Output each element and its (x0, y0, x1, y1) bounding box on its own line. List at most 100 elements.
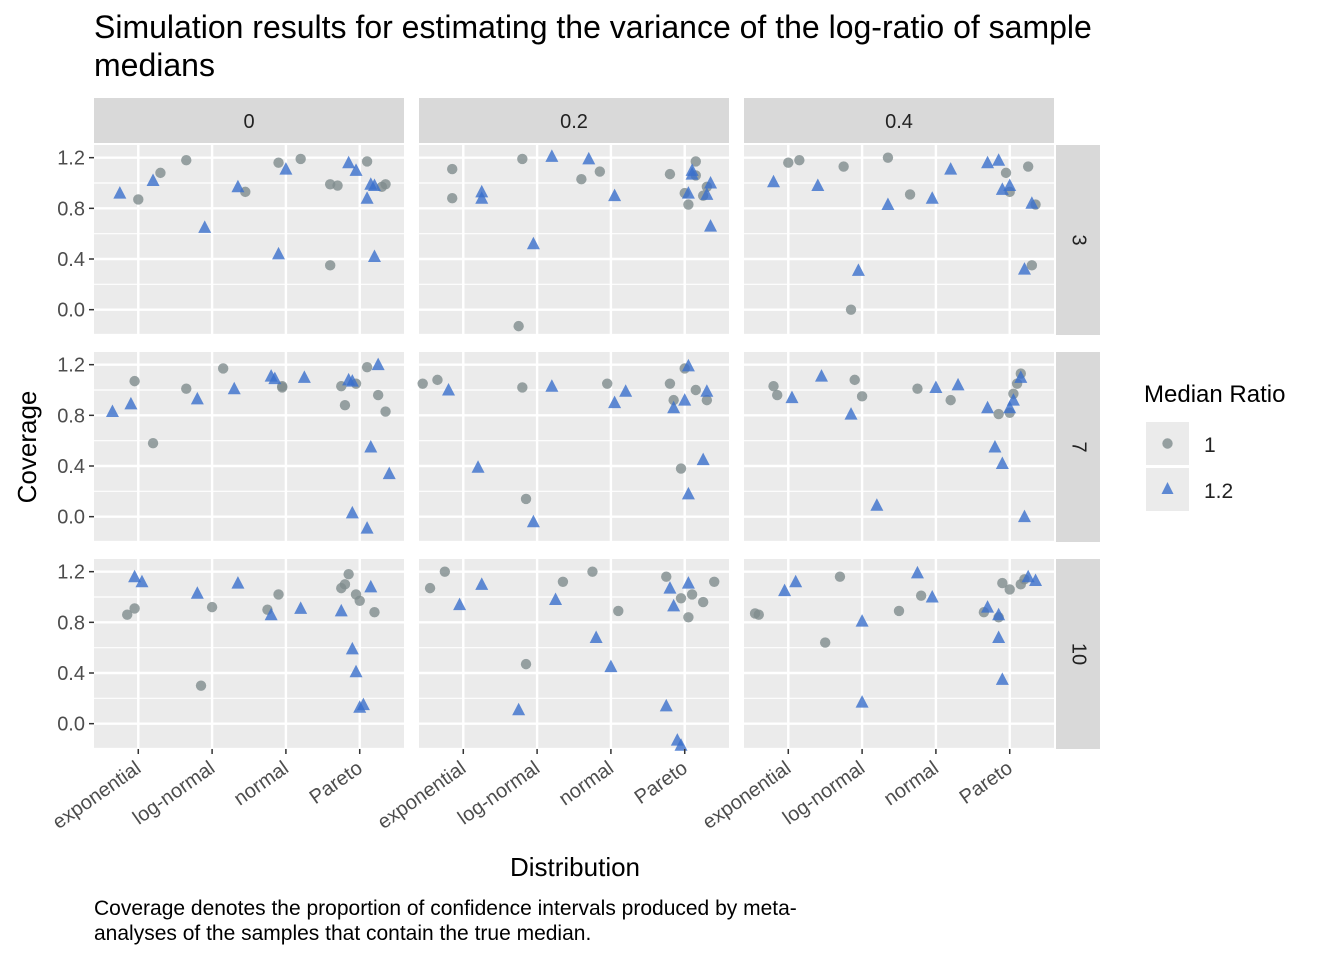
point-ratio-1.2 (526, 514, 540, 528)
point-ratio-1 (686, 589, 698, 600)
point-ratio-1.2 (268, 371, 282, 385)
point-ratio-1.2 (992, 630, 1006, 644)
row-strip (1056, 145, 1100, 335)
point-ratio-1.2 (382, 466, 396, 480)
y-tick-label: 1.2 (57, 148, 85, 170)
facet-panel (744, 352, 1054, 543)
legend-label-2: 1.2 (1204, 480, 1233, 503)
point-ratio-1 (594, 166, 606, 177)
point-ratio-1 (277, 382, 288, 393)
point-ratio-1 (181, 383, 192, 394)
row-strip-label: 10 (1068, 643, 1090, 665)
point-ratio-1 (217, 363, 229, 374)
y-tick-label: 0.4 (57, 249, 85, 271)
panel-background (419, 145, 729, 335)
point-ratio-1.2 (113, 186, 127, 199)
point-ratio-1 (147, 438, 159, 449)
point-ratio-1.2 (678, 393, 692, 406)
y-tick-label: 0.0 (57, 507, 85, 529)
point-ratio-1.2 (981, 400, 995, 414)
x-tick-label: exponential (49, 757, 145, 834)
point-ratio-1 (181, 155, 192, 166)
point-ratio-1.2 (471, 460, 485, 473)
point-ratio-1 (602, 378, 613, 389)
point-ratio-1 (417, 378, 428, 389)
y-tick-label: 1.2 (57, 355, 85, 377)
point-ratio-1.2 (944, 162, 958, 175)
point-ratio-1.2 (700, 187, 714, 200)
point-ratio-1 (945, 394, 956, 406)
point-ratio-1 (675, 593, 687, 604)
col-strip-label: 0 (243, 111, 254, 133)
point-ratio-1.2 (364, 579, 378, 593)
point-ratio-1.2 (910, 565, 924, 579)
point-ratio-1.2 (925, 191, 939, 204)
point-ratio-1 (1000, 167, 1012, 179)
point-ratio-1.2 (604, 659, 618, 673)
panel-background (744, 352, 1054, 542)
point-ratio-1 (133, 194, 144, 205)
x-tick-label: normal (880, 757, 943, 810)
point-ratio-1 (576, 174, 587, 185)
point-ratio-1.2 (124, 396, 138, 410)
legend: Median Ratio 1 1.2 (1144, 381, 1285, 511)
point-ratio-1.2 (227, 381, 241, 395)
point-ratio-1.2 (453, 597, 467, 611)
point-ratio-1.2 (356, 697, 370, 711)
point-ratio-1.2 (1025, 196, 1039, 209)
point-ratio-1 (195, 680, 207, 691)
point-ratio-1.2 (785, 390, 799, 404)
x-tick-label: Pareto (631, 757, 692, 809)
point-ratio-1 (834, 571, 846, 582)
y-tick-label: 0.8 (57, 612, 85, 634)
point-ratio-1.2 (146, 173, 160, 186)
point-ratio-1.2 (870, 498, 884, 511)
x-tick-label: log-normal (454, 757, 544, 829)
point-ratio-1 (273, 157, 284, 168)
point-ratio-1 (838, 161, 849, 172)
point-ratio-1 (587, 566, 598, 577)
point-ratio-1.2 (105, 404, 119, 418)
point-ratio-1.2 (995, 182, 1009, 195)
point-ratio-1.2 (855, 695, 869, 708)
point-ratio-1 (915, 590, 927, 601)
point-ratio-1 (912, 383, 923, 394)
point-ratio-1.2 (364, 440, 378, 453)
point-ratio-1.2 (1017, 509, 1031, 523)
point-ratio-1.2 (700, 384, 714, 397)
point-ratio-1.2 (789, 574, 803, 588)
row-strip-label: 7 (1068, 441, 1090, 452)
x-tick-label: log-normal (129, 757, 219, 829)
facet-panel (94, 352, 404, 543)
point-ratio-1 (155, 167, 166, 179)
point-ratio-1.2 (659, 698, 673, 712)
point-ratio-1.2 (992, 607, 1006, 621)
point-ratio-1.2 (589, 630, 603, 644)
point-ratio-1.2 (475, 577, 489, 590)
point-ratio-1 (517, 382, 528, 393)
point-ratio-1.2 (345, 505, 359, 519)
point-ratio-1.2 (1029, 573, 1043, 587)
point-ratio-1.2 (951, 377, 965, 391)
point-ratio-1 (447, 163, 458, 175)
point-ratio-1.2 (1003, 178, 1017, 192)
legend-key-triangle (1161, 482, 1174, 494)
point-ratio-1 (856, 391, 868, 402)
point-ratio-1.2 (681, 358, 695, 372)
point-ratio-1 (557, 576, 569, 587)
point-ratio-1.2 (475, 184, 489, 198)
x-tick-label: Pareto (956, 757, 1017, 809)
col-strip-label: 0.4 (885, 111, 913, 133)
panel-background (94, 145, 404, 335)
point-ratio-1.2 (815, 369, 828, 382)
point-ratio-1.2 (198, 220, 212, 233)
point-ratio-1.2 (929, 380, 943, 393)
point-ratio-1 (439, 566, 451, 577)
point-ratio-1 (295, 153, 306, 165)
point-ratio-1.2 (1017, 262, 1031, 275)
point-ratio-1.2 (681, 576, 695, 589)
point-ratio-1.2 (704, 176, 718, 189)
point-ratio-1 (432, 374, 443, 386)
point-ratio-1.2 (526, 236, 540, 250)
point-ratio-1 (904, 189, 916, 200)
